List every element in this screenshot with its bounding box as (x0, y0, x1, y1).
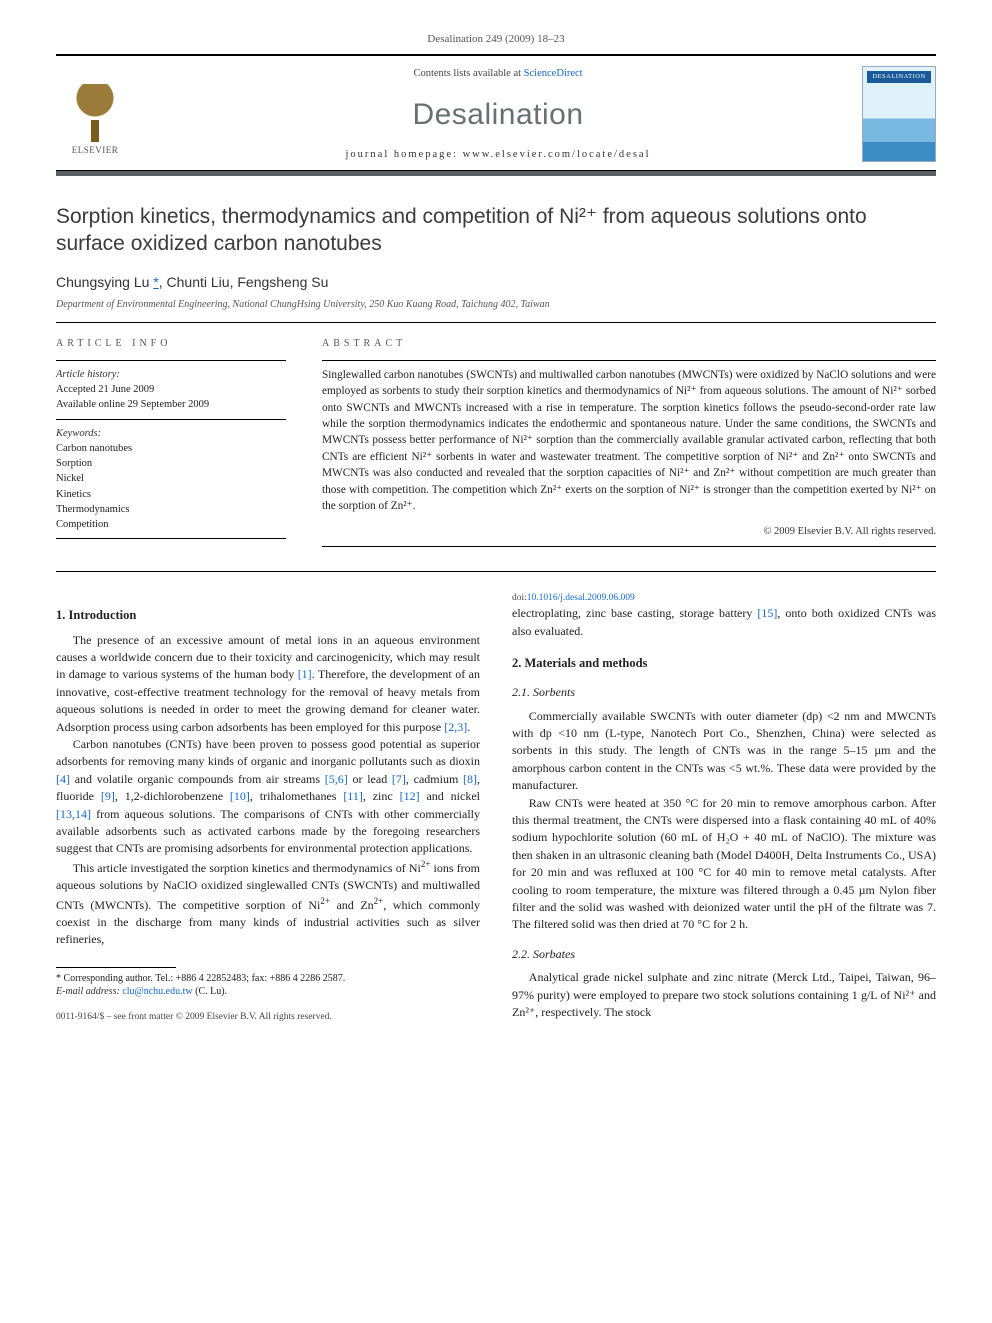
corresponding-author-note: * Corresponding author. Tel.: +886 4 228… (56, 972, 480, 986)
ref-5-6-link[interactable]: [5,6] (325, 772, 348, 786)
journal-homepage: journal homepage: www.elsevier.com/locat… (150, 147, 846, 162)
author-names: Chungsying Lu *, Chunti Liu, Fengsheng S… (56, 274, 328, 290)
sciencedirect-link[interactable]: ScienceDirect (524, 68, 583, 79)
info-sep-3 (56, 538, 286, 539)
homepage-url[interactable]: www.elsevier.com/locate/desal (463, 149, 651, 160)
running-head: Desalination 249 (2009) 18–23 (56, 32, 936, 48)
ref-13-14-link[interactable]: [13,14] (56, 807, 91, 821)
doi-link[interactable]: 10.1016/j.desal.2009.06.009 (527, 593, 635, 603)
keyword: Kinetics (56, 487, 286, 502)
article-title: Sorption kinetics, thermodynamics and co… (56, 204, 936, 258)
keywords-label: Keywords: (56, 426, 286, 441)
ref-9-link[interactable]: [9] (101, 789, 115, 803)
info-sep-2 (56, 419, 286, 420)
s21-p2: Raw CNTs were heated at 350 °C for 20 mi… (512, 795, 936, 934)
s1-p3: This article investigated the sorption k… (56, 858, 480, 949)
elsevier-tree-icon (66, 84, 124, 142)
section-1-title: 1. Introduction (56, 606, 480, 624)
keyword: Competition (56, 517, 286, 532)
ref-15-link[interactable]: [15] (757, 606, 777, 620)
email-label: E-mail address: (56, 986, 122, 997)
history-label: Article history: (56, 367, 286, 382)
author-list: Chungsying Lu *, Chunti Liu, Fengsheng S… (56, 272, 936, 292)
abs-sep-top (322, 360, 936, 361)
body-columns: 1. Introduction The presence of an exces… (56, 592, 936, 1025)
ref-12-link[interactable]: [12] (400, 789, 420, 803)
accepted-date: Accepted 21 June 2009 (56, 382, 286, 397)
doi-label: doi: (512, 593, 527, 603)
abstract-text: Singlewalled carbon nanotubes (SWCNTs) a… (322, 367, 936, 514)
keyword: Nickel (56, 471, 286, 486)
section-2-2-title: 2.2. Sorbates (512, 946, 936, 963)
section-2-title: 2. Materials and methods (512, 654, 936, 672)
journal-header: ELSEVIER Contents lists available at Sci… (56, 56, 936, 171)
abstract-copyright: © 2009 Elsevier B.V. All rights reserved… (322, 524, 936, 539)
ref-7-link[interactable]: [7] (392, 772, 406, 786)
journal-cover-thumb: DESALINATION (862, 66, 936, 162)
publisher-name: ELSEVIER (72, 144, 119, 157)
abstract-heading: ABSTRACT (322, 337, 936, 352)
s1-p1: The presence of an excessive amount of m… (56, 632, 480, 736)
ref-8-link[interactable]: [8] (463, 772, 477, 786)
s22-p1: Analytical grade nickel sulphate and zin… (512, 969, 936, 1021)
ref-4-link[interactable]: [4] (56, 772, 70, 786)
ref-11-link[interactable]: [11] (343, 789, 363, 803)
journal-title: Desalination (150, 93, 846, 137)
online-date: Available online 29 September 2009 (56, 397, 286, 412)
footnotes: * Corresponding author. Tel.: +886 4 228… (56, 972, 480, 999)
article-info-heading: ARTICLE INFO (56, 337, 286, 352)
email-suffix: (C. Lu). (193, 986, 227, 997)
ref-2-3-link[interactable]: [2,3] (444, 720, 467, 734)
keyword: Sorption (56, 456, 286, 471)
ref-10-link[interactable]: [10] (230, 789, 250, 803)
abstract-column: ABSTRACT Singlewalled carbon nanotubes (… (322, 337, 936, 552)
author-rule (56, 322, 936, 323)
homepage-label: journal homepage: (346, 149, 463, 160)
contents-available: Contents lists available at ScienceDirec… (150, 66, 846, 81)
ref-1-link[interactable]: [1] (298, 667, 312, 681)
footnote-rule (56, 967, 176, 968)
article-info-column: ARTICLE INFO Article history: Accepted 2… (56, 337, 286, 552)
keyword: Carbon nanotubes (56, 441, 286, 456)
info-sep-1 (56, 360, 286, 361)
s1-p3-cont: electroplating, zinc base casting, stora… (512, 605, 936, 640)
s21-p1: Commercially available SWCNTs with outer… (512, 708, 936, 795)
affiliation: Department of Environmental Engineering,… (56, 298, 936, 313)
issn-line: 0011-9164/$ – see front matter © 2009 El… (56, 1011, 480, 1025)
keywords-list: Carbon nanotubes Sorption Nickel Kinetic… (56, 441, 286, 532)
thick-separator (56, 171, 936, 176)
section-2-1-title: 2.1. Sorbents (512, 684, 936, 701)
post-abstract-rule (56, 571, 936, 572)
corresponding-author-link[interactable]: * (153, 274, 158, 290)
cover-label: DESALINATION (863, 72, 935, 81)
keyword: Thermodynamics (56, 502, 286, 517)
s1-p2: Carbon nanotubes (CNTs) have been proven… (56, 736, 480, 858)
contents-prefix: Contents lists available at (413, 68, 523, 79)
corr-email-link[interactable]: clu@nchu.edu.tw (122, 986, 192, 997)
abs-sep-bottom (322, 546, 936, 547)
publisher-logo: ELSEVIER (56, 71, 134, 157)
